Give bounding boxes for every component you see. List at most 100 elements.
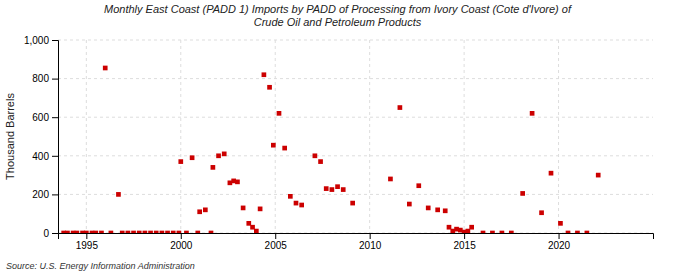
point [530,111,535,116]
point [216,153,221,158]
series [61,231,589,233]
tick-label: 0 [43,228,49,239]
point [426,206,431,211]
point [126,231,131,233]
title: Monthly East Coast (PADD 1) Imports by P… [104,3,572,28]
grid-line-x [558,40,559,233]
grid-line-y [58,78,653,79]
point [65,231,70,233]
axis-line [52,41,59,234]
tick-mark [86,233,87,239]
tick-mark [52,40,58,41]
point [481,231,486,233]
point [267,85,272,90]
grid-line-x [275,40,276,233]
y-axis: 02004006008001,000 [24,35,59,239]
tick-label: 2010 [359,240,382,251]
annotation: Source: U.S. Energy Information Administ… [6,261,195,271]
point [500,231,505,233]
point [407,202,412,207]
tick-label: 2020 [548,240,571,251]
point [254,229,259,233]
point [258,207,263,212]
point [443,208,448,213]
point [160,231,165,233]
y-axis-label: Thousand Barrels [4,93,16,180]
point [222,152,227,157]
grid-line-x [369,40,370,233]
point [324,186,329,191]
grid [58,40,653,233]
tick: 2010 [359,233,382,251]
tick-label: 2000 [170,240,193,251]
point [299,203,304,208]
tick: 1995 [76,233,99,251]
point [509,231,514,233]
tick-mark [464,233,465,239]
grid-line-x [86,40,87,233]
tick-mark [559,233,560,239]
grid-line-y [58,155,653,156]
point [294,201,299,206]
point [190,155,195,160]
plot: 19952000200520102015202002004006008001,0… [24,35,654,251]
point [148,231,153,233]
tick-mark [52,79,58,80]
point [171,231,176,233]
point [165,231,170,233]
point [109,231,114,233]
tick: 1,000 [24,35,58,46]
grid-line-y [58,194,653,195]
point [416,183,421,188]
point [211,165,216,170]
tick: 2005 [265,233,288,251]
tick-mark [52,194,58,195]
point [241,206,246,211]
tick-mark [275,233,276,239]
tick: 200 [32,189,58,200]
tick: 0 [43,228,58,239]
tick-label: 2015 [453,240,476,251]
tick: 2015 [453,233,476,251]
tick-mark [52,117,58,118]
point [177,231,182,233]
x-axis: 1995 2000 2005 2010 2015 2020 [59,233,654,251]
tick: 800 [32,73,58,84]
point [84,231,89,233]
point [203,207,208,212]
point [335,184,340,189]
tick-label: 2005 [265,240,288,251]
point [520,191,525,196]
grid-line-y [58,40,653,41]
point [539,210,544,215]
tick-mark [52,233,58,234]
marks [61,66,600,233]
tick-label: 1995 [76,240,99,251]
point [282,146,287,151]
grid-line-x [464,40,465,233]
tick: 2000 [170,233,193,251]
chart: Monthly East Coast (PADD 1) Imports by P… [0,0,675,275]
point [549,171,554,176]
point [235,180,240,185]
tick: 600 [32,112,58,123]
point [131,231,136,233]
point [178,159,183,164]
tick-label: 1,000 [24,35,49,46]
point [558,221,563,226]
point [143,231,148,233]
tick-label: 200 [32,189,49,200]
point [288,194,293,199]
title-line: Crude Oil and Petroleum Products [254,16,422,28]
point [313,153,318,158]
point [197,209,202,214]
point [103,66,108,71]
point [566,231,571,233]
tick-mark [52,156,58,157]
series [103,66,601,233]
point [120,231,125,233]
point [350,201,355,206]
point [209,231,214,233]
point [388,177,393,182]
point [490,231,495,233]
